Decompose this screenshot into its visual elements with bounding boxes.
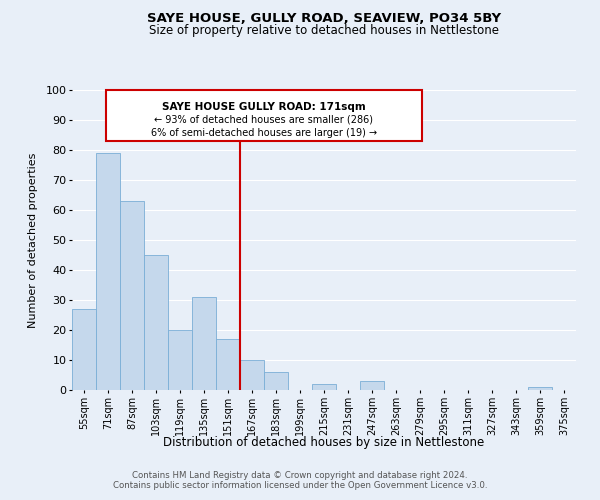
Bar: [240, 360, 264, 390]
Bar: [216, 339, 240, 390]
Text: Contains public sector information licensed under the Open Government Licence v3: Contains public sector information licen…: [113, 482, 487, 490]
Text: Contains HM Land Registry data © Crown copyright and database right 2024.: Contains HM Land Registry data © Crown c…: [132, 472, 468, 480]
FancyBboxPatch shape: [106, 90, 422, 141]
Text: Size of property relative to detached houses in Nettlestone: Size of property relative to detached ho…: [149, 24, 499, 37]
Bar: [72, 309, 96, 390]
Text: SAYE HOUSE, GULLY ROAD, SEAVIEW, PO34 5BY: SAYE HOUSE, GULLY ROAD, SEAVIEW, PO34 5B…: [147, 12, 501, 26]
Bar: [360, 381, 384, 390]
Bar: [144, 255, 168, 390]
Bar: [96, 153, 120, 390]
Bar: [168, 330, 192, 390]
Text: ← 93% of detached houses are smaller (286): ← 93% of detached houses are smaller (28…: [155, 115, 373, 125]
Bar: [120, 201, 144, 390]
Bar: [192, 297, 216, 390]
Bar: [312, 384, 336, 390]
Text: Distribution of detached houses by size in Nettlestone: Distribution of detached houses by size …: [163, 436, 485, 449]
Text: SAYE HOUSE GULLY ROAD: 171sqm: SAYE HOUSE GULLY ROAD: 171sqm: [162, 102, 366, 112]
Bar: [528, 387, 552, 390]
Bar: [264, 372, 288, 390]
Y-axis label: Number of detached properties: Number of detached properties: [28, 152, 38, 328]
Text: 6% of semi-detached houses are larger (19) →: 6% of semi-detached houses are larger (1…: [151, 128, 377, 138]
